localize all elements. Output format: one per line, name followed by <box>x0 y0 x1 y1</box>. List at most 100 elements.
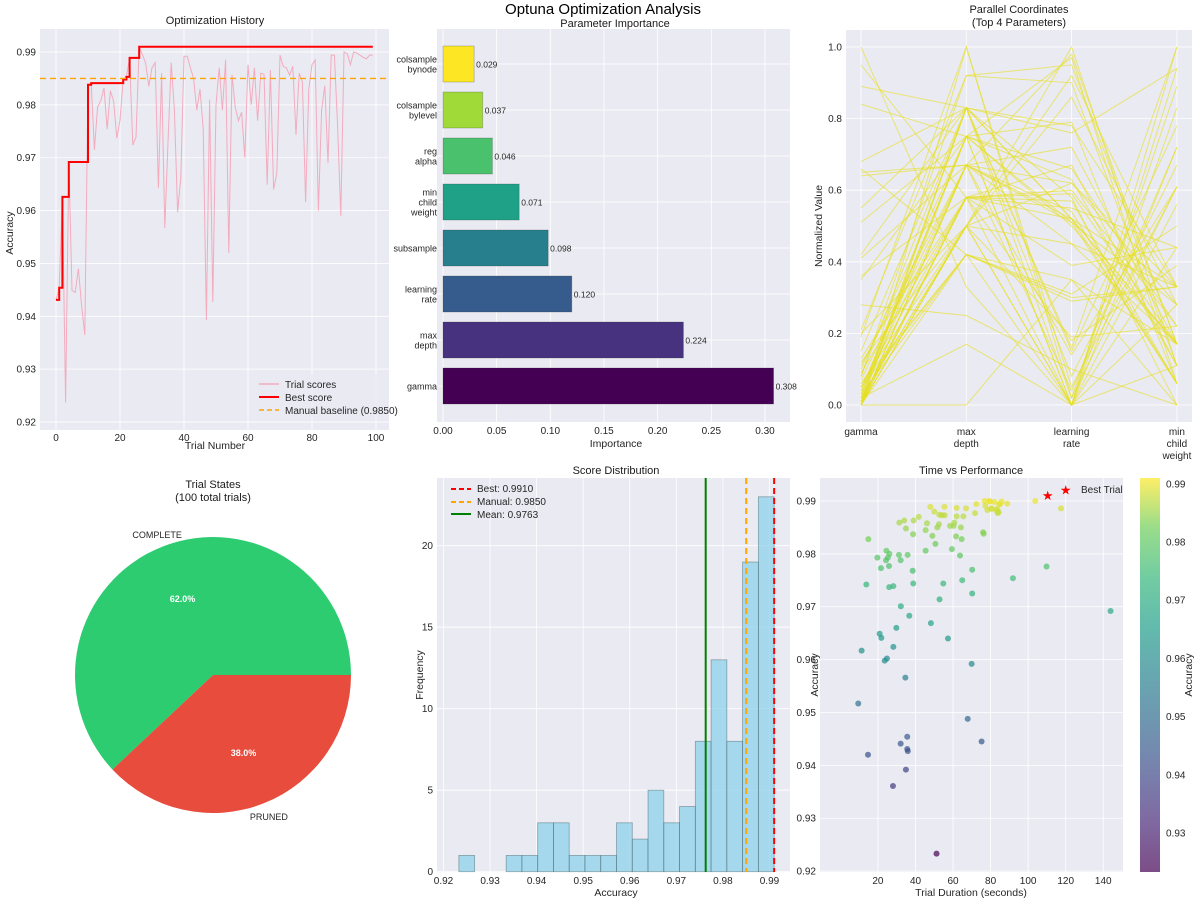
importance-x-tick: 0.05 <box>487 426 507 437</box>
scatter-point <box>922 547 929 554</box>
scatter-point <box>929 532 936 539</box>
histogram-bar <box>663 822 680 873</box>
scatter-y-tick: 0.98 <box>797 549 817 560</box>
parallel-trial-line <box>860 45 1178 400</box>
scatter-point <box>953 513 960 520</box>
scatter-point <box>877 565 884 572</box>
history-y-tick: 0.99 <box>17 48 37 59</box>
scatter-point <box>963 505 970 512</box>
scatter-point <box>897 557 904 564</box>
scatter-point <box>874 554 881 561</box>
scatter-y-tick: 0.93 <box>797 814 817 825</box>
scatter-point <box>865 536 872 543</box>
history-y-tick: 0.95 <box>17 259 37 270</box>
parallel-trial-line <box>860 196 1178 277</box>
histogram-bar <box>726 740 744 873</box>
parallel-title-line1: Parallel Coordinates <box>969 4 1069 16</box>
scatter-y-tick: 0.95 <box>797 708 817 719</box>
importance-bar <box>442 321 684 359</box>
scatter-x-tick: 120 <box>1057 876 1074 887</box>
colorbar-tick-label: 0.97 <box>1166 596 1186 607</box>
scatter-x-tick: 140 <box>1095 876 1112 887</box>
importance-category-label: alpha <box>415 157 437 167</box>
histogram-bar <box>505 855 523 873</box>
histogram-bar <box>679 806 696 873</box>
histogram-bar <box>600 855 617 873</box>
history-x-tick: 100 <box>368 433 385 444</box>
trial-scores-line <box>55 46 373 403</box>
parallel-axis-label: child <box>1167 439 1188 450</box>
importance-x-tick: 0.00 <box>433 426 453 437</box>
scatter-point <box>909 567 916 574</box>
histogram-title: Score Distribution <box>573 465 660 477</box>
histogram-x-tick: 0.95 <box>573 876 593 887</box>
importance-category-label: rate <box>421 295 437 305</box>
scatter-point <box>933 850 940 857</box>
colorbar-tick-label: 0.95 <box>1166 712 1186 723</box>
histogram-legend: Best: 0.9910 Manual: 0.9850 Mean: 0.9763 <box>451 484 546 521</box>
scatter-plot-area <box>820 478 1123 872</box>
scatter-point <box>980 530 987 537</box>
scatter-point <box>959 577 966 584</box>
pie-title-line1: Trial States <box>185 479 241 491</box>
colorbar-label: Accuracy <box>1183 653 1195 697</box>
scatter-point <box>897 740 904 747</box>
importance-category-label: reg <box>424 147 437 157</box>
importance-category-label: learning <box>405 285 437 295</box>
history-x-tick: 20 <box>114 433 126 444</box>
scatter-point <box>941 512 948 519</box>
scatter-point <box>910 517 917 524</box>
histogram-bar <box>458 855 476 873</box>
scatter-point <box>935 521 942 528</box>
importance-plot-area <box>437 29 790 422</box>
parallel-axis-label: max <box>957 427 976 438</box>
history-y-tick: 0.94 <box>17 312 37 323</box>
scatter-point <box>893 624 900 631</box>
histogram-bar <box>537 822 554 873</box>
parallel-trial-line <box>860 196 1178 388</box>
histogram-bar <box>521 855 539 873</box>
parallel-trial-line <box>860 304 1178 406</box>
parallel-trial-line <box>860 68 1178 163</box>
scatter-point <box>896 519 903 526</box>
scatter-point <box>960 513 967 520</box>
scatter-point <box>927 503 934 510</box>
importance-x-tick: 0.15 <box>594 426 614 437</box>
scatter-point <box>941 503 948 510</box>
scatter-point <box>948 546 955 553</box>
importance-x-tick: 0.20 <box>648 426 668 437</box>
scatter-legend: ★ Best Trial <box>1060 483 1123 498</box>
scatter-point <box>969 566 976 573</box>
scatter-point <box>994 510 1001 517</box>
pie-label: COMPLETE <box>132 530 182 540</box>
scatter-point <box>863 581 870 588</box>
parallel-y-tick: 0.6 <box>828 186 842 197</box>
history-plot-area <box>40 29 389 430</box>
scatter-xlabel: Trial Duration (seconds) <box>915 887 1027 899</box>
importance-bar <box>442 137 493 175</box>
parallel-y-tick: 0.4 <box>828 257 842 268</box>
history-legend: Trial scores Best score Manual baseline … <box>253 374 398 418</box>
colorbar-tick-label: 0.96 <box>1166 654 1186 665</box>
importance-value-label: 0.071 <box>521 198 543 208</box>
history-y-tick: 0.97 <box>17 153 37 164</box>
scatter-point <box>958 536 965 543</box>
scatter-point <box>931 508 938 515</box>
parallel-trial-line <box>860 225 1178 406</box>
colorbar-tick-label: 0.99 <box>1166 479 1186 490</box>
parallel-trial-line <box>860 46 1178 406</box>
scatter-point <box>915 513 922 520</box>
history-y-tick: 0.92 <box>17 418 37 429</box>
scatter-point <box>927 620 934 627</box>
scatter-point <box>881 657 888 664</box>
scatter-point <box>953 504 960 511</box>
scatter-point <box>864 751 871 758</box>
parallel-trial-line <box>860 107 1178 406</box>
histogram-bar <box>553 822 570 873</box>
scatter-point <box>944 635 951 642</box>
importance-x-tick: 0.25 <box>702 426 722 437</box>
parallel-trial-line <box>860 147 1178 406</box>
parallel-title-line2: (Top 4 Parameters) <box>972 17 1066 29</box>
parallel-trial-line <box>860 75 1178 366</box>
